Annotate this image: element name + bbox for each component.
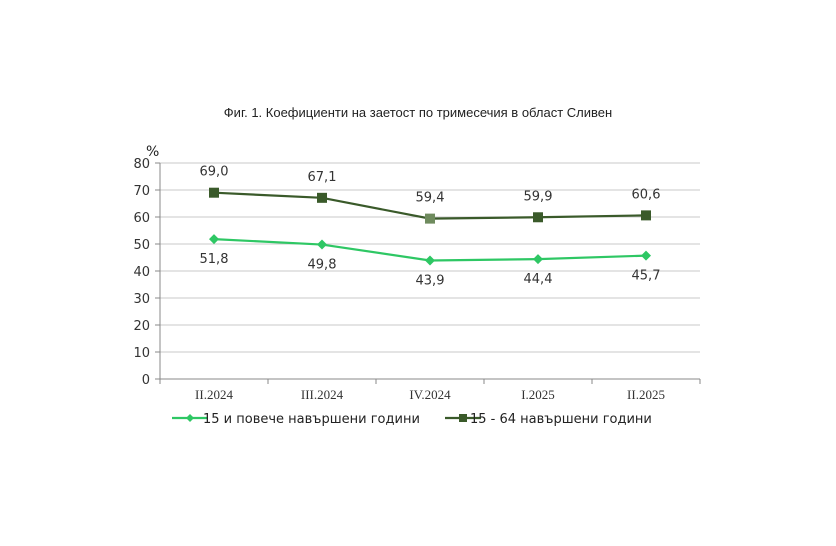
data-point-square [425,213,435,224]
data-point-diamond [209,234,219,245]
data-point-square [317,192,327,203]
data-label: 69,0 [200,165,229,180]
legend-marker-diamond [186,414,194,422]
x-tick-label: I.2025 [521,387,555,402]
data-label: 44,4 [524,272,553,287]
data-point-diamond [317,239,327,250]
chart-title: Фиг. 1. Коефициенти на заетост по тримес… [223,105,613,120]
x-tick-label: II.2025 [627,387,665,402]
y-tick-label: 10 [133,346,150,361]
y-tick-label: 50 [133,238,150,253]
data-point-square [209,187,219,198]
y-tick-label: 0 [142,373,150,388]
data-label: 59,9 [524,189,553,204]
data-label: 60,6 [632,187,661,202]
y-axis-unit-label: % [146,144,159,160]
data-point-diamond [641,250,651,261]
y-tick-label: 30 [133,292,150,307]
data-point-diamond [533,254,543,265]
data-label: 51,8 [200,252,229,267]
data-point-square [641,210,651,221]
data-label: 45,7 [632,269,661,284]
legend-label: 15 - 64 навършени години [470,412,652,427]
data-label: 67,1 [308,170,337,185]
y-tick-label: 60 [133,211,150,226]
data-label: 49,8 [308,258,337,273]
legend-label: 15 и повече навършени години [203,412,420,427]
x-tick-label: IV.2024 [409,387,451,402]
y-tick-label: 80 [133,157,150,172]
data-label: 59,4 [416,191,445,206]
legend-marker-square [459,414,467,422]
x-tick-label: III.2024 [301,387,344,402]
y-tick-label: 20 [133,319,150,334]
x-tick-label: II.2024 [195,387,233,402]
y-tick-label: 70 [133,184,150,199]
data-point-diamond [425,255,435,266]
data-point-square [533,212,543,223]
y-tick-label: 40 [133,265,150,280]
data-label: 43,9 [416,273,445,288]
